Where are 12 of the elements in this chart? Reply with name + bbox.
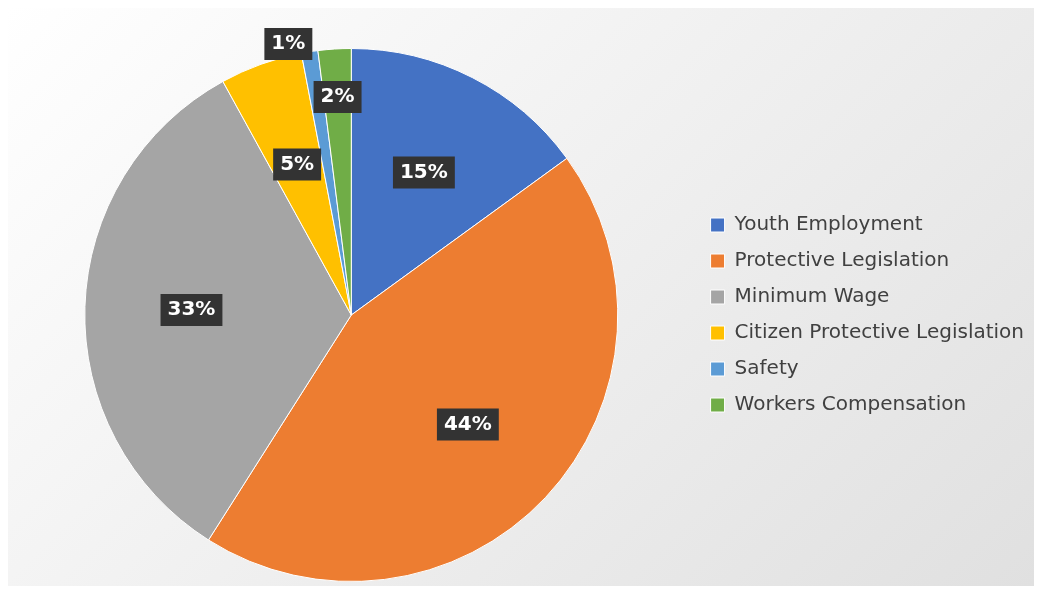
- data-label: 5%: [280, 150, 315, 175]
- legend-label: Youth Employment: [733, 211, 923, 236]
- legend-label: Protective Legislation: [734, 247, 950, 272]
- data-label: 1%: [271, 30, 306, 55]
- data-label: 44%: [443, 410, 492, 435]
- legend-label: Minimum Wage: [734, 283, 890, 308]
- data-label: 33%: [167, 296, 216, 321]
- legend-label: Citizen Protective Legislation: [734, 319, 1025, 344]
- legend-label: Workers Compensation: [734, 391, 967, 416]
- data-label: 15%: [399, 158, 448, 183]
- legend-label: Safety: [734, 355, 799, 380]
- data-label: 2%: [320, 83, 355, 108]
